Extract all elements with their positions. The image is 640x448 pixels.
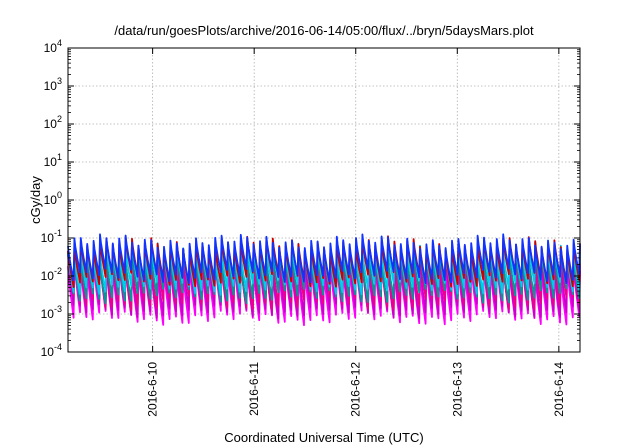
series-layer — [67, 233, 581, 327]
y-tick-label: 104 — [44, 38, 62, 55]
series-line — [67, 233, 581, 285]
y-tick-label: 103 — [44, 76, 62, 93]
y-tick-label: 10-3 — [41, 304, 62, 321]
x-tick-label: 2016-6-10 — [146, 362, 160, 417]
y-tick-label: 100 — [44, 190, 62, 207]
y-tick-label: 102 — [44, 114, 62, 131]
x-tick-label: 2016-6-11 — [247, 362, 261, 416]
x-tick-label: 2016-6-14 — [552, 362, 566, 417]
chart-title: /data/run/goesPlots/archive/2016-06-14/0… — [114, 23, 534, 38]
x-axis: 2016-6-10 2016-6-11 2016-6-12 2016-6-13 2016… — [146, 48, 566, 417]
y-tick-label: 10-4 — [41, 342, 62, 359]
y-axis: 10-4 10-3 10-2 10-1 100 101 102 103 104 — [41, 38, 580, 359]
x-tick-label: 2016-6-12 — [349, 362, 363, 417]
y-tick-label: 101 — [44, 152, 62, 169]
x-axis-label: Coordinated Universal Time (UTC) — [224, 430, 423, 445]
x-tick-label: 2016-6-13 — [450, 362, 464, 417]
y-tick-label: 10-2 — [41, 266, 62, 283]
y-axis-label: cGy/day — [28, 176, 43, 224]
y-tick-label: 10-1 — [41, 228, 62, 245]
